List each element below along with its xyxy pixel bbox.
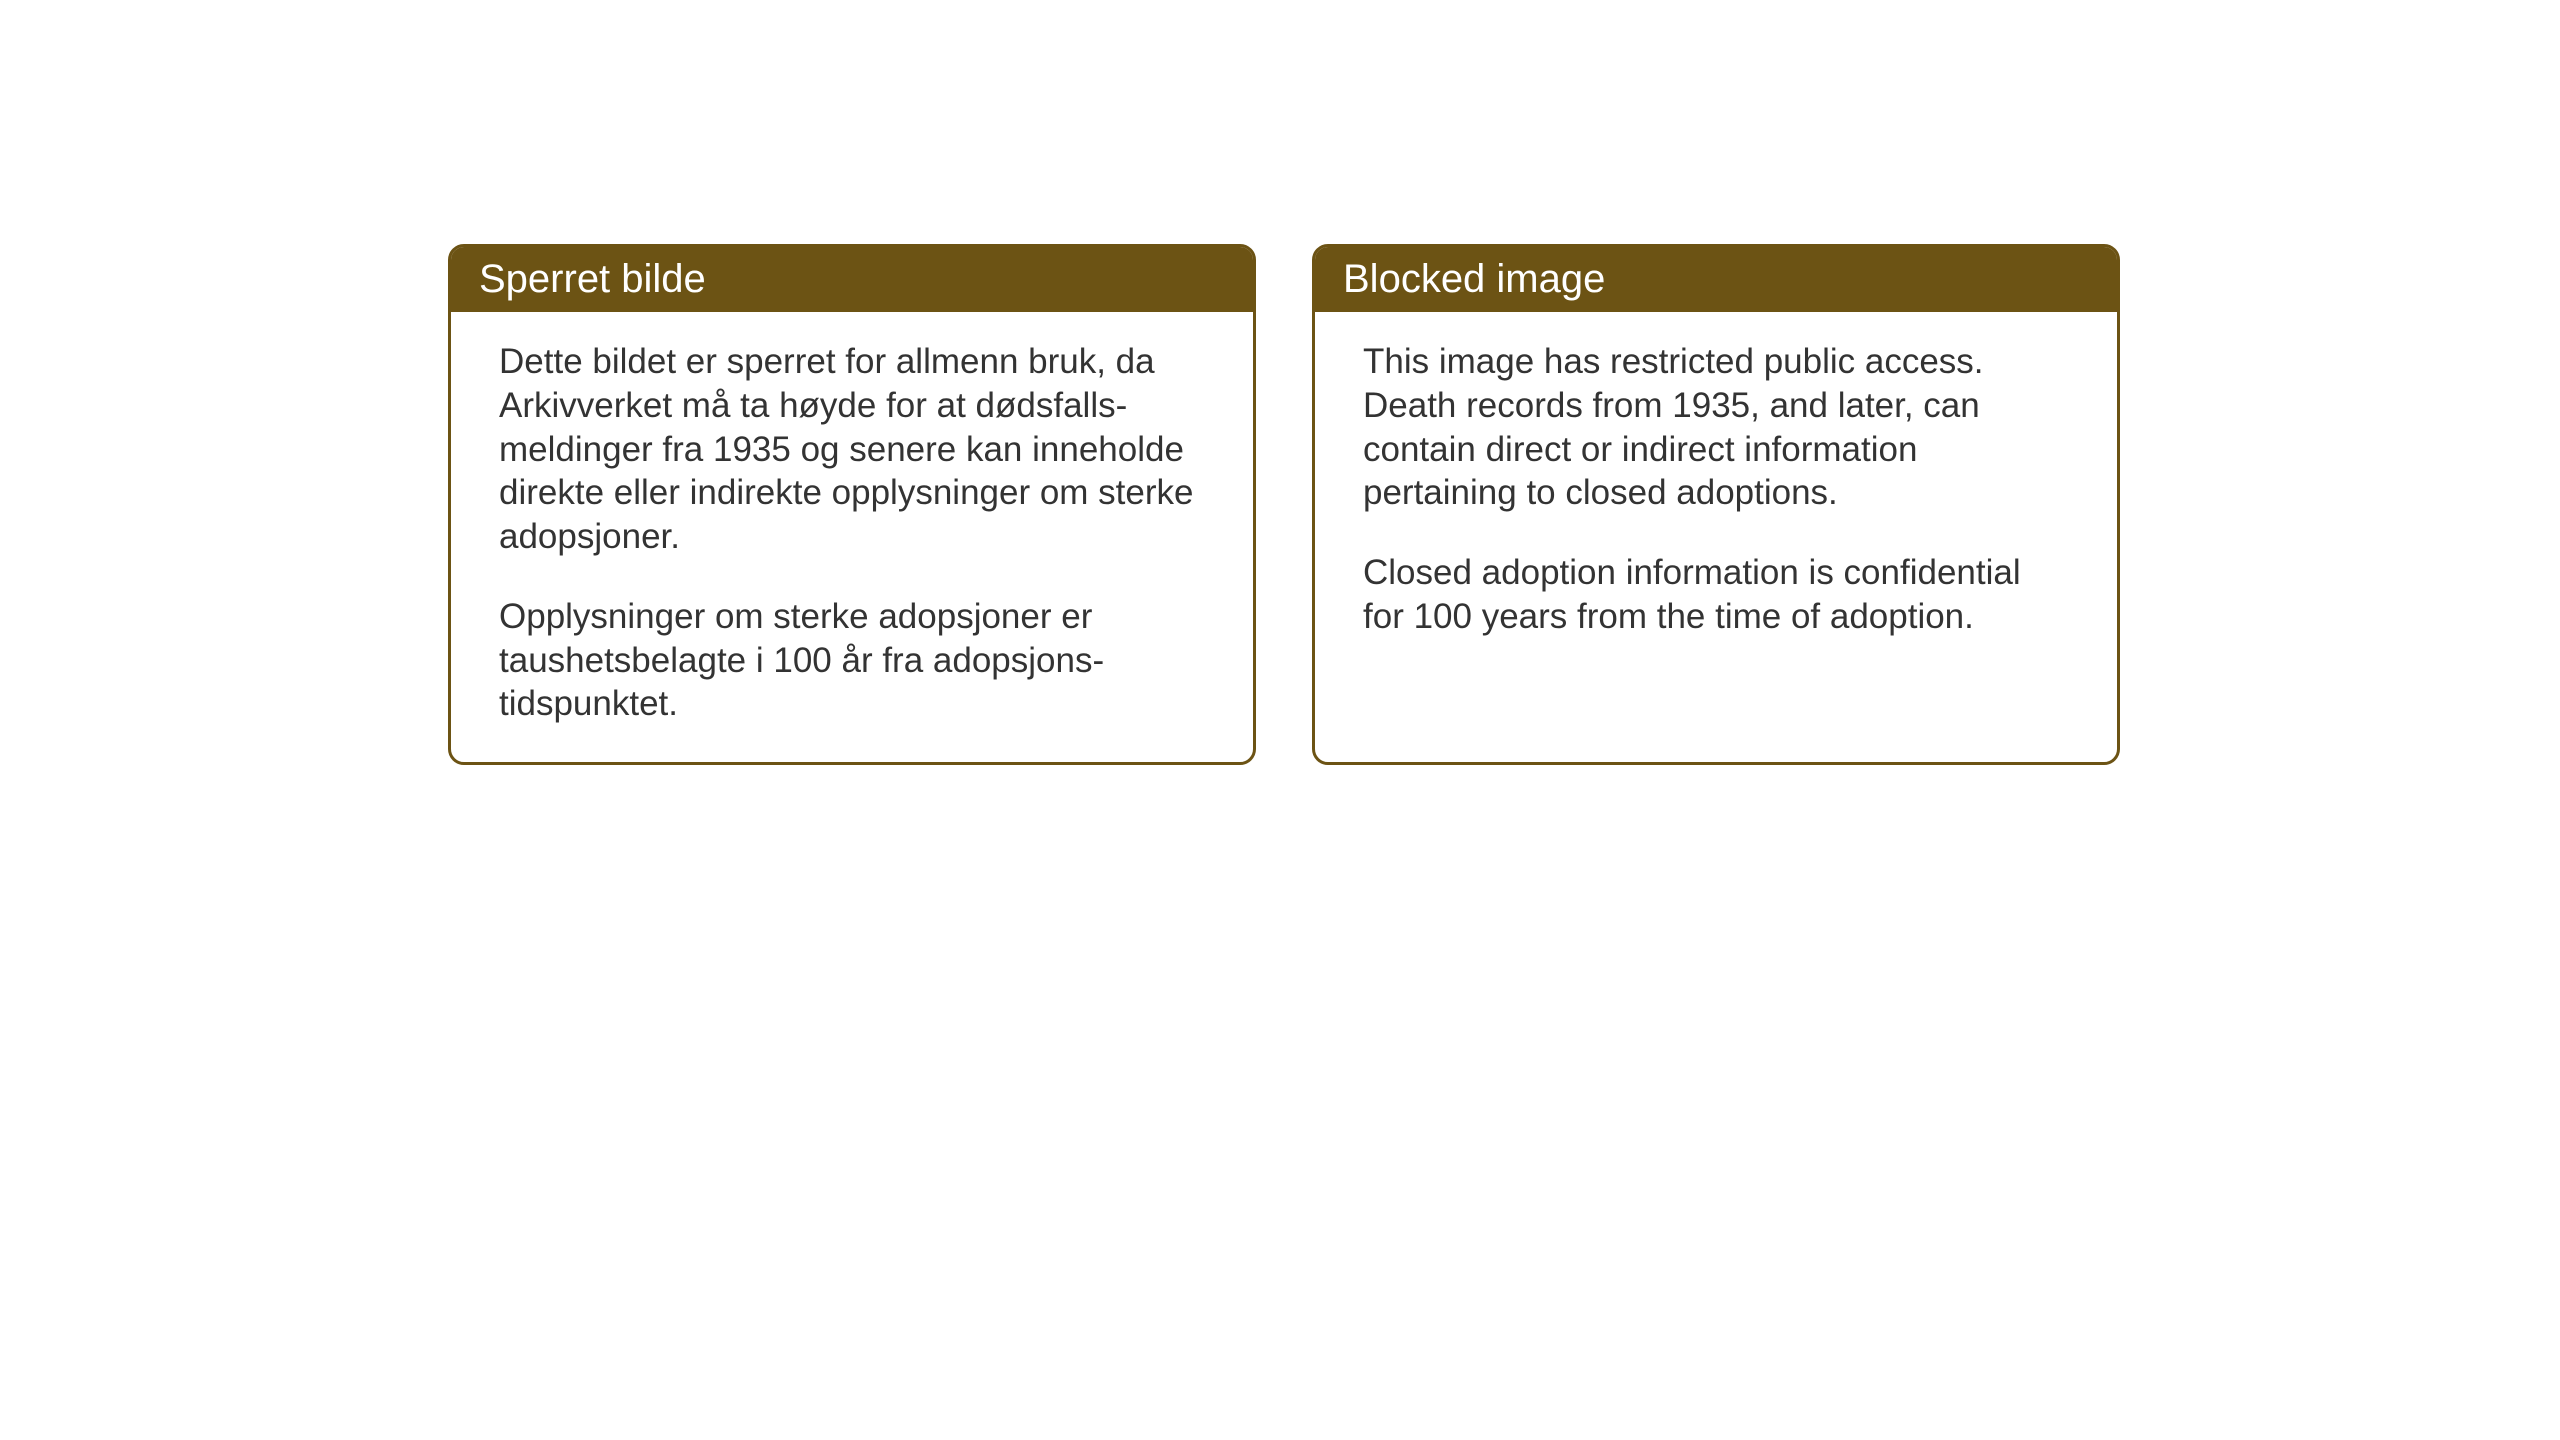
notice-paragraph-2-norwegian: Opplysninger om sterke adopsjoner er tau… [499, 595, 1205, 726]
notice-paragraph-1-english: This image has restricted public access.… [1363, 340, 2069, 515]
notice-box-norwegian: Sperret bilde Dette bildet er sperret fo… [448, 244, 1256, 765]
notice-container: Sperret bilde Dette bildet er sperret fo… [448, 244, 2120, 765]
notice-paragraph-2-english: Closed adoption information is confident… [1363, 551, 2069, 639]
notice-header-norwegian: Sperret bilde [451, 247, 1253, 312]
notice-paragraph-1-norwegian: Dette bildet er sperret for allmenn bruk… [499, 340, 1205, 559]
notice-title-norwegian: Sperret bilde [479, 257, 706, 301]
notice-header-english: Blocked image [1315, 247, 2117, 312]
notice-box-english: Blocked image This image has restricted … [1312, 244, 2120, 765]
notice-title-english: Blocked image [1343, 257, 1605, 301]
notice-body-norwegian: Dette bildet er sperret for allmenn bruk… [451, 312, 1253, 762]
notice-body-english: This image has restricted public access.… [1315, 312, 2117, 675]
